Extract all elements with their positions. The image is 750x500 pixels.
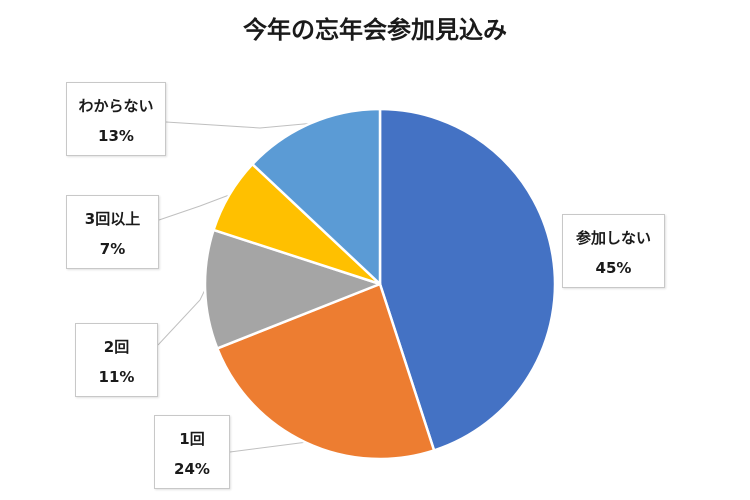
data-label-category: 3回以上	[84, 210, 141, 228]
data-label-category: 2回	[103, 338, 130, 356]
data-label-category: 参加しない	[575, 229, 651, 247]
leader-line-2	[157, 289, 206, 346]
data-label-percent: 45%	[595, 259, 632, 277]
leader-line-3	[158, 194, 230, 221]
data-label-percent: 13%	[98, 127, 134, 145]
data-label-percent: 24%	[174, 460, 210, 478]
pie-slice-0	[378, 107, 557, 452]
data-label-1: 1回 24%	[154, 415, 230, 489]
data-label-0: 参加しない 45%	[562, 214, 665, 288]
leader-line-4	[165, 121, 311, 129]
data-label-3: 3回以上 7%	[66, 195, 159, 269]
data-label-category: 1回	[179, 430, 205, 448]
leader-line-1	[229, 441, 306, 453]
data-label-category: わからない	[78, 97, 154, 115]
pie-slices	[203, 107, 557, 461]
chart-title: 今年の忘年会参加見込み	[243, 16, 507, 44]
data-label-2: 2回 11%	[75, 323, 158, 397]
data-label-percent: 11%	[98, 368, 135, 386]
data-label-percent: 7%	[99, 240, 126, 258]
data-label-4: わからない 13%	[66, 82, 166, 156]
pie-slice-2	[203, 228, 382, 350]
pie-slice-4	[251, 107, 382, 286]
leader-lines	[157, 121, 311, 453]
